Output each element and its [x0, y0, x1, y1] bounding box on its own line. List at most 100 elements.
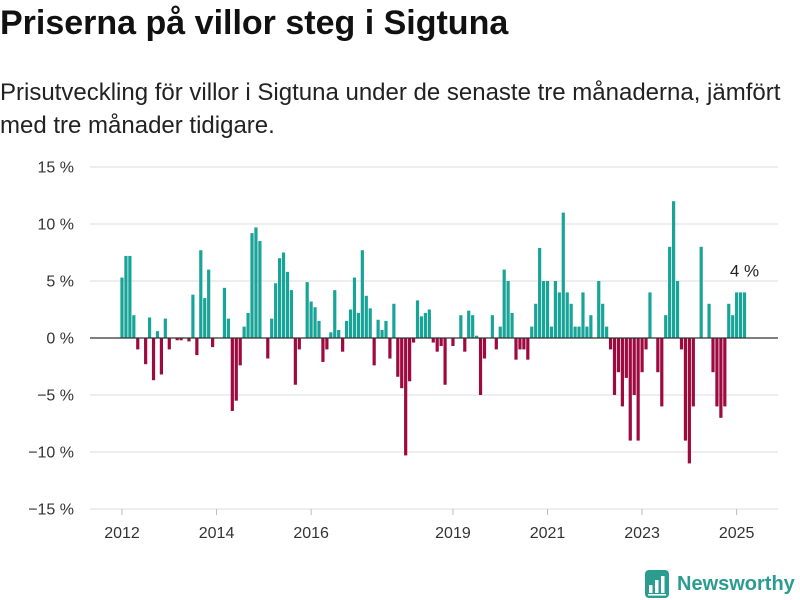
bar [144, 338, 148, 365]
bar [608, 338, 613, 350]
bar [234, 338, 238, 401]
bar [463, 338, 467, 352]
bar [384, 320, 388, 338]
bar [352, 277, 357, 338]
bar [687, 338, 691, 464]
bar [494, 338, 498, 350]
bar [191, 294, 195, 338]
bar [147, 317, 152, 338]
bar [439, 338, 443, 346]
bar [534, 303, 538, 338]
bar [329, 332, 333, 338]
bar [514, 338, 518, 360]
bar [585, 326, 589, 338]
bar [648, 292, 652, 338]
bar [396, 338, 400, 377]
bar [506, 281, 510, 338]
y-tick-label: 0 % [46, 331, 74, 348]
bar [553, 281, 557, 338]
bar [467, 310, 471, 338]
bar [238, 338, 242, 366]
bar [364, 295, 368, 338]
bar [601, 303, 605, 338]
bar [274, 283, 278, 338]
y-tick-label: 5 % [46, 274, 74, 291]
bar [679, 338, 684, 350]
bar [715, 338, 719, 407]
bar [128, 255, 132, 338]
bar [372, 338, 376, 366]
y-tick-label: −10 % [28, 445, 74, 462]
bar [411, 338, 416, 343]
bar [573, 326, 577, 338]
bar [549, 326, 554, 338]
bar [597, 281, 601, 338]
y-tick-label: −15 % [28, 502, 74, 519]
bar [258, 241, 262, 338]
bar [581, 292, 585, 338]
bar [313, 307, 317, 338]
chart-subtitle: Prisutveckling för villor i Sigtuna unde… [0, 79, 781, 139]
bar [419, 316, 424, 338]
bar [605, 326, 609, 338]
bar [636, 338, 640, 441]
bar [518, 338, 522, 350]
bar [163, 318, 167, 338]
bar [321, 338, 325, 362]
bar [305, 282, 309, 338]
bar [297, 338, 301, 350]
bar [427, 309, 431, 338]
bar-chart-icon [645, 570, 669, 598]
bar [707, 303, 711, 338]
bar [270, 318, 274, 338]
bar [250, 233, 254, 338]
bar [423, 312, 427, 338]
bar [435, 338, 439, 352]
x-tick-label: 2012 [104, 525, 140, 542]
bar [628, 338, 632, 441]
bar [541, 281, 546, 338]
logo-text: Newsworthy [677, 572, 795, 595]
bar [443, 338, 447, 385]
bar [664, 315, 668, 338]
bar [333, 290, 337, 338]
bar [589, 315, 593, 338]
bar [451, 338, 455, 346]
bar [530, 326, 534, 338]
bar [675, 281, 680, 338]
x-tick-label: 2016 [293, 525, 329, 542]
bar [325, 338, 329, 350]
bar [120, 277, 124, 338]
bar [672, 201, 676, 338]
bar [344, 320, 349, 338]
bar [475, 335, 479, 338]
bar [632, 338, 636, 395]
axis-layer: 15 % 10 % 5 % 0 % −5 % −10 % −15 % 2012 2014 2016… [28, 160, 778, 542]
bar [612, 338, 617, 395]
bar [522, 338, 526, 350]
bar [254, 227, 258, 338]
bar [199, 250, 203, 338]
bar [727, 303, 731, 338]
y-tick-label: 15 % [38, 160, 74, 177]
bar [482, 338, 487, 359]
bar [510, 312, 514, 338]
bar [380, 330, 384, 338]
bar [124, 255, 128, 338]
bar [408, 338, 412, 382]
x-tick-label: 2021 [530, 525, 566, 542]
bar [490, 315, 494, 338]
bar [246, 312, 250, 338]
bar [132, 315, 136, 338]
bar [376, 319, 380, 338]
bar [360, 250, 364, 338]
x-tick-label: 2019 [435, 525, 471, 542]
bar [699, 246, 703, 338]
bar [289, 290, 294, 338]
bar [569, 303, 573, 338]
bar-layer [120, 201, 747, 464]
bar [136, 338, 140, 350]
bar [731, 315, 735, 338]
